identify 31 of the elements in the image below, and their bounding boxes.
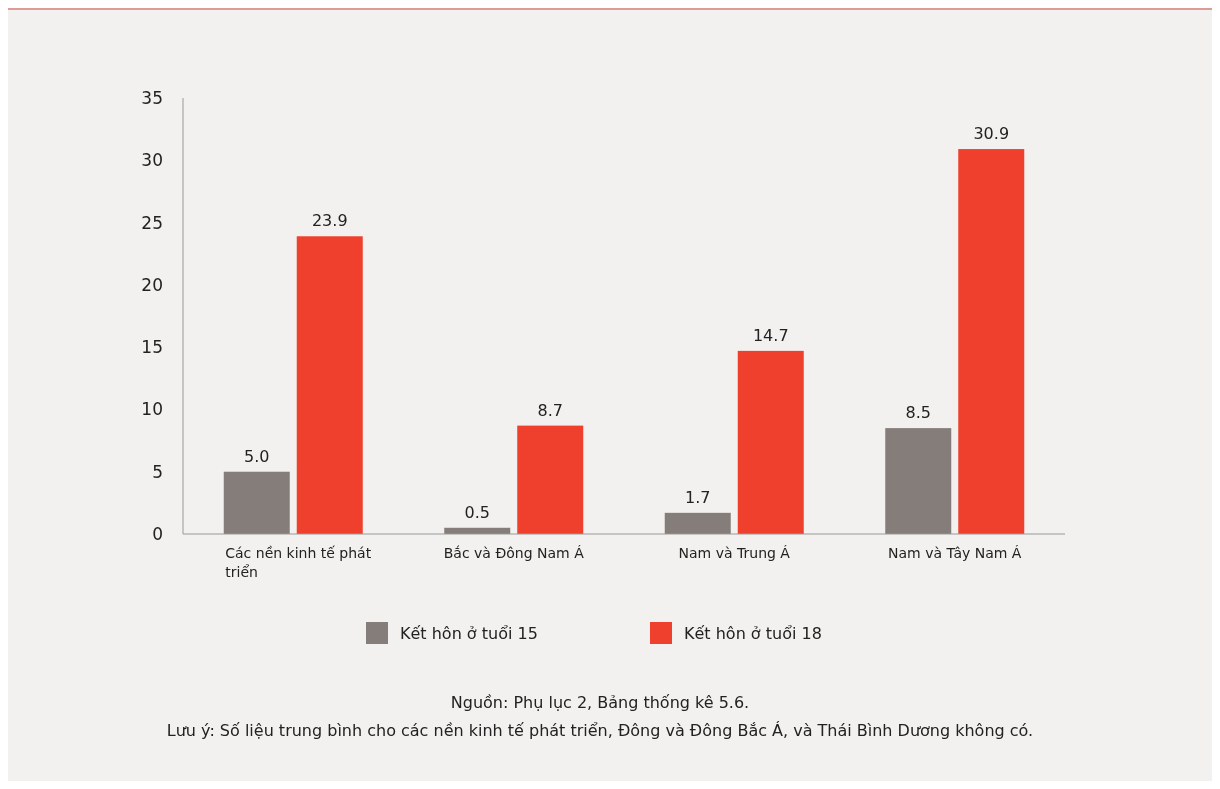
y-tick-label: 5 — [152, 461, 163, 482]
text: Nguồn: Phụ lục 2, Bảng thống kê 5.6. — [450, 693, 750, 712]
bar — [517, 425, 584, 534]
data-label: 8.7 — [537, 400, 563, 420]
data-label: 5.0 — [244, 446, 270, 466]
data-label: 8.5 — [905, 403, 931, 423]
bar — [737, 350, 804, 534]
y-tick-label: 25 — [141, 212, 163, 233]
bar — [223, 471, 290, 534]
x-tick-label: Nam và Trung Á — [678, 545, 791, 561]
legend-label: Kết hôn ở tuổi 15 — [400, 623, 538, 643]
bar — [958, 149, 1025, 534]
data-label: 1.7 — [685, 487, 711, 507]
x-tick-label: Các nền kinh tế phát triển — [225, 545, 372, 580]
data-label: 0.5 — [464, 502, 490, 522]
legend-label: Kết hôn ở tuổi 18 — [684, 623, 822, 643]
y-tick-label: 10 — [141, 399, 163, 420]
data-label: 30.9 — [973, 124, 1010, 144]
y-tick-label: 30 — [141, 150, 163, 171]
y-tick-label: 0 — [152, 523, 163, 544]
x-tick-label: Bắc và Đông Nam Á — [443, 545, 585, 561]
bar — [296, 236, 363, 534]
x-tick-label: Nam và Tây Nam Á — [888, 545, 1022, 561]
y-tick-label: 35 — [141, 87, 163, 108]
bar — [885, 428, 952, 534]
y-tick-label: 20 — [141, 274, 163, 295]
data-label: 23.9 — [311, 211, 348, 231]
text: Lưu ý: Số liệu trung bình cho các nền kinh tế phát triển, Đông và Đông Bắc Á, và Thái Bình Dương không có. — [166, 721, 1034, 740]
data-label: 14.7 — [752, 325, 789, 345]
bar — [664, 512, 731, 534]
y-tick-label: 15 — [141, 337, 163, 358]
